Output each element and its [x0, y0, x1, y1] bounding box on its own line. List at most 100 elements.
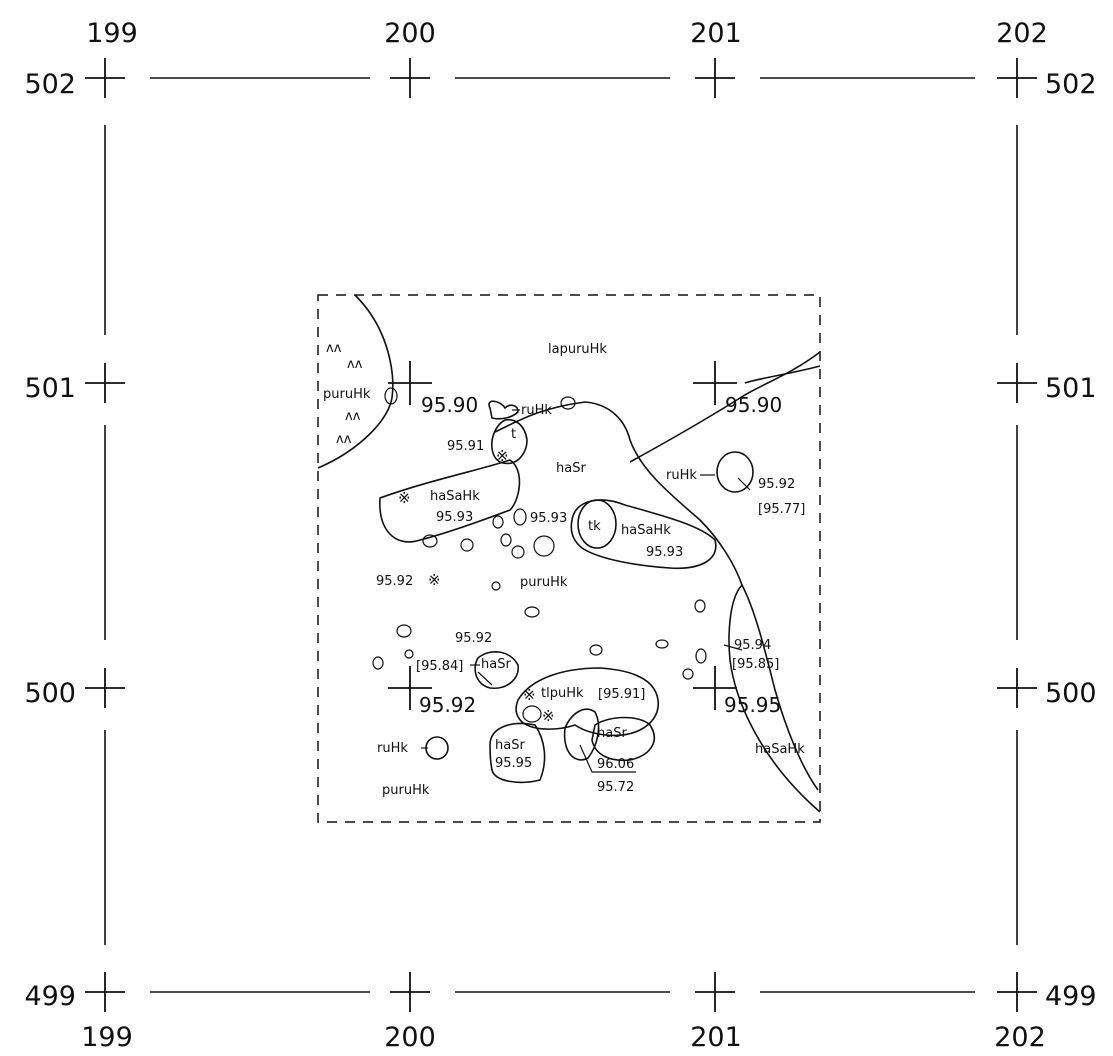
grid-cross	[85, 58, 125, 98]
haSr-boundary	[494, 401, 743, 586]
grid-cross	[997, 668, 1037, 708]
ne-boundary-line	[629, 351, 821, 463]
stone	[655, 639, 669, 649]
stone	[396, 624, 412, 638]
burnt-icon: ※	[428, 571, 441, 589]
burnt-icon: ※	[542, 707, 555, 725]
ne-boundary-line	[744, 365, 821, 384]
haSr-small-outline	[474, 651, 519, 689]
grid-cross	[388, 361, 432, 405]
stone	[422, 534, 438, 548]
soil-label: haSr	[597, 726, 627, 741]
grid-labels: 199 200 201 202 199 200 201 202 502 501 …	[24, 18, 1096, 1053]
wave-icon: ʌʌ	[326, 341, 342, 356]
grid-cross	[693, 666, 737, 710]
ruHk-sw-outline	[425, 736, 449, 760]
haSr-se-outline	[591, 716, 655, 762]
elevation-label: 95.93	[646, 545, 683, 560]
y-label-left: 501	[24, 373, 76, 404]
soil-label: tk	[588, 519, 601, 534]
y-label-left: 500	[24, 678, 76, 709]
x-label-top: 201	[690, 18, 742, 49]
y-label-right: 500	[1045, 678, 1097, 709]
grid-cross	[390, 58, 430, 98]
grid-frame	[104, 77, 1018, 993]
wave-symbols: ʌʌ ʌʌ ʌʌ ʌʌ	[326, 341, 363, 447]
x-label-bottom: 200	[384, 1022, 436, 1053]
stone	[404, 649, 414, 659]
grid-cross	[997, 363, 1037, 403]
leader-line	[723, 644, 743, 651]
x-label-top: 200	[384, 18, 436, 49]
grid-cross	[693, 361, 737, 405]
soil-label: haSr	[556, 461, 586, 476]
stone	[513, 508, 527, 526]
elevation-label: [95.85]	[732, 657, 779, 672]
soil-label: puruHk	[382, 783, 430, 798]
stone	[682, 668, 694, 680]
haSaHk-center-outline	[570, 499, 717, 570]
haSr-south-outline	[489, 722, 546, 784]
grid-cross	[85, 363, 125, 403]
stone	[500, 533, 512, 547]
soil-label: haSr	[481, 657, 511, 672]
soil-label: ruHk	[377, 741, 408, 756]
y-label-left: 499	[24, 981, 76, 1012]
grid-cross	[388, 666, 432, 710]
burnt-icon: ※	[398, 489, 411, 507]
grid-cross	[695, 58, 735, 98]
stone	[492, 515, 504, 529]
leader-line	[737, 477, 751, 491]
elevation-label: 95.92	[376, 574, 413, 589]
x-label-top: 202	[996, 18, 1048, 49]
elevation-label: 95.93	[436, 510, 473, 525]
stones	[372, 387, 707, 723]
stone	[384, 387, 398, 405]
haSaHk-band-east	[741, 584, 819, 791]
grid-cross	[85, 972, 125, 1012]
soil-label: ruHk	[521, 403, 552, 418]
elevation-label: 96.06	[597, 757, 634, 772]
wave-icon: ʌʌ	[336, 432, 352, 447]
grid-cross	[997, 972, 1037, 1012]
burnt-icon: ※	[523, 686, 536, 704]
grid-crosses	[85, 58, 1037, 1012]
elevation-label: 95.94	[734, 638, 771, 653]
grid-cross	[997, 58, 1037, 98]
soil-label: t	[511, 427, 516, 442]
soil-labels: lapuruHk puruHk ruHk t haSr ruHk haSaHk …	[323, 342, 805, 798]
soil-label: haSr	[495, 738, 525, 753]
stone	[491, 581, 501, 591]
x-label-top: 199	[86, 18, 138, 49]
arc-boundary-nw	[317, 294, 394, 469]
haSaHk-band-west	[728, 584, 821, 813]
soil-label: ruHk	[666, 468, 697, 483]
elevation-label: 95.95	[495, 756, 532, 771]
stone	[533, 535, 555, 557]
tk-outline	[577, 499, 617, 549]
stone	[460, 538, 474, 552]
soil-label: haSaHk	[430, 489, 480, 504]
elevation-label: 95.91	[447, 439, 484, 454]
soil-label: haSaHk	[621, 523, 671, 538]
x-label-bottom: 199	[81, 1022, 133, 1053]
elevation-label: [95.84]	[416, 659, 463, 674]
leader-lines	[421, 409, 751, 773]
grid-cross	[390, 972, 430, 1012]
wave-icon: ʌʌ	[347, 357, 363, 372]
soil-label: puruHk	[520, 575, 568, 590]
stone	[560, 396, 576, 410]
elevation-label: 95.92	[758, 477, 795, 492]
x-label-bottom: 202	[994, 1022, 1046, 1053]
elevation-labels: 95.90 95.90 95.91 95.92 [95.77] 95.93 95…	[376, 393, 805, 795]
soil-boundaries	[317, 294, 821, 813]
burnt-icon: ※	[496, 447, 509, 465]
elevation-label: 95.92	[455, 631, 492, 646]
soil-label: lapuruHk	[548, 342, 607, 357]
elevation-label: 95.72	[597, 780, 634, 795]
wave-icon: ʌʌ	[345, 409, 361, 424]
x-label-bottom: 201	[690, 1022, 742, 1053]
elevation-label: [95.91]	[598, 687, 645, 702]
y-label-right: 499	[1045, 981, 1097, 1012]
stone	[524, 606, 540, 618]
